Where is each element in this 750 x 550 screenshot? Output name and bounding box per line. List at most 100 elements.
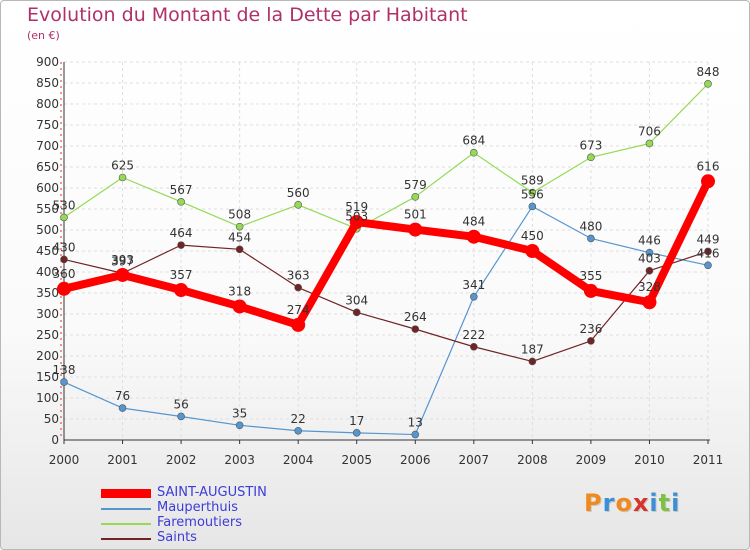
axes: 0 50 100 150 200 250 300 350 400 450 500 550 600 650 7… (36, 55, 723, 467)
data-label: 416 (697, 246, 720, 260)
data-label: 848 (697, 65, 720, 79)
y-tick-label: 150 (36, 370, 59, 384)
x-tick-label: 2010 (634, 453, 665, 467)
data-label: 673 (579, 138, 602, 152)
legend-item: Saints (101, 530, 361, 546)
y-tick-label: 300 (36, 307, 59, 321)
data-point (642, 295, 657, 310)
data-point (408, 222, 423, 237)
data-point (704, 261, 712, 270)
data-label: 508 (228, 208, 251, 222)
y-tick-label: 100 (36, 391, 59, 405)
data-label: 318 (228, 284, 251, 298)
data-label: 454 (228, 230, 251, 244)
data-label: 17 (349, 414, 364, 428)
data-label: 625 (111, 159, 134, 173)
data-point (232, 299, 247, 314)
x-tick-label: 2003 (224, 453, 255, 467)
grid (64, 61, 709, 440)
legend-item: SAINT-AUGUSTIN (101, 485, 361, 501)
logo-letter: i (649, 489, 659, 517)
data-labels: 138 76 56 35 22 17 13 341 556 480 446 416 530 625 567 5… (53, 65, 720, 430)
data-point (177, 241, 185, 249)
series-line-faremoutiers (63, 83, 709, 230)
legend-swatch (101, 507, 151, 510)
data-point (60, 213, 68, 222)
y-tick-label: 900 (36, 55, 59, 69)
x-tick-label: 2008 (517, 453, 548, 467)
y-tick-label: 850 (36, 76, 59, 90)
data-point (704, 247, 712, 256)
data-point (115, 267, 130, 282)
data-point (411, 430, 420, 439)
data-label: 616 (697, 159, 720, 173)
data-point (587, 234, 595, 243)
data-label: 519 (345, 200, 368, 214)
data-point (118, 404, 127, 412)
data-point (352, 308, 361, 317)
data-point (704, 80, 712, 88)
data-label: 393 (111, 253, 134, 267)
legend-label: Faremoutiers (157, 515, 242, 530)
series-line-saints (63, 244, 709, 363)
series-lines (57, 80, 715, 439)
logo-letter: x (632, 489, 650, 517)
proxiti-logo: Proxiti (584, 489, 680, 517)
data-label: 35 (232, 406, 247, 420)
y-tick-label: 500 (36, 223, 59, 237)
x-tick-label: 2004 (283, 453, 314, 467)
data-label: 567 (170, 183, 193, 197)
data-label: 274 (287, 303, 310, 317)
legend-item: Faremoutiers (101, 515, 361, 531)
data-label: 355 (579, 269, 602, 283)
x-tick-label: 2009 (576, 453, 607, 467)
y-tick-label: 50 (44, 412, 59, 426)
data-point (470, 342, 478, 351)
data-label: 464 (170, 226, 193, 240)
data-label: 397 (111, 254, 134, 268)
data-point (528, 202, 537, 211)
data-label: 363 (287, 269, 310, 283)
data-point (528, 188, 537, 197)
data-label: 264 (404, 310, 427, 324)
legend-swatch (101, 489, 151, 498)
y-tick-label: 750 (36, 118, 59, 132)
logo-letter: t (658, 489, 672, 517)
data-label: 503 (345, 210, 368, 224)
data-point (235, 245, 244, 254)
data-point (645, 266, 654, 275)
data-label: 222 (462, 328, 485, 342)
data-label: 403 (638, 252, 661, 266)
logo-letter: r (602, 489, 616, 517)
data-label: 304 (345, 293, 368, 307)
y-tick-label: 700 (36, 139, 59, 153)
data-point (411, 325, 420, 333)
data-label: 589 (521, 174, 544, 188)
data-point (349, 215, 364, 230)
data-point (587, 153, 595, 162)
x-tick-label: 2005 (341, 453, 372, 467)
series-line-saint-augustin (60, 177, 712, 329)
x-tick-label: 2006 (400, 453, 431, 467)
legend-item: Mauperthuis (101, 500, 361, 516)
data-label: 76 (115, 389, 130, 403)
data-label: 449 (697, 232, 720, 246)
data-label: 556 (521, 187, 544, 201)
data-label: 579 (404, 178, 427, 192)
y-tick-label: 0 (51, 433, 59, 447)
data-point (235, 222, 244, 231)
data-point (118, 173, 127, 182)
logo-letter: i (671, 489, 681, 517)
legend-swatch (101, 537, 151, 540)
legend-label: Saints (157, 530, 197, 545)
chart-title: Evolution du Montant de la Dette par Hab… (27, 4, 468, 26)
legend-swatch (101, 522, 151, 525)
y-tick-label: 250 (36, 328, 59, 342)
data-label: 187 (521, 342, 544, 356)
data-label: 13 (408, 416, 423, 430)
data-label: 56 (173, 397, 188, 411)
data-point (528, 357, 537, 366)
data-point (470, 292, 478, 301)
data-label: 501 (404, 208, 427, 222)
